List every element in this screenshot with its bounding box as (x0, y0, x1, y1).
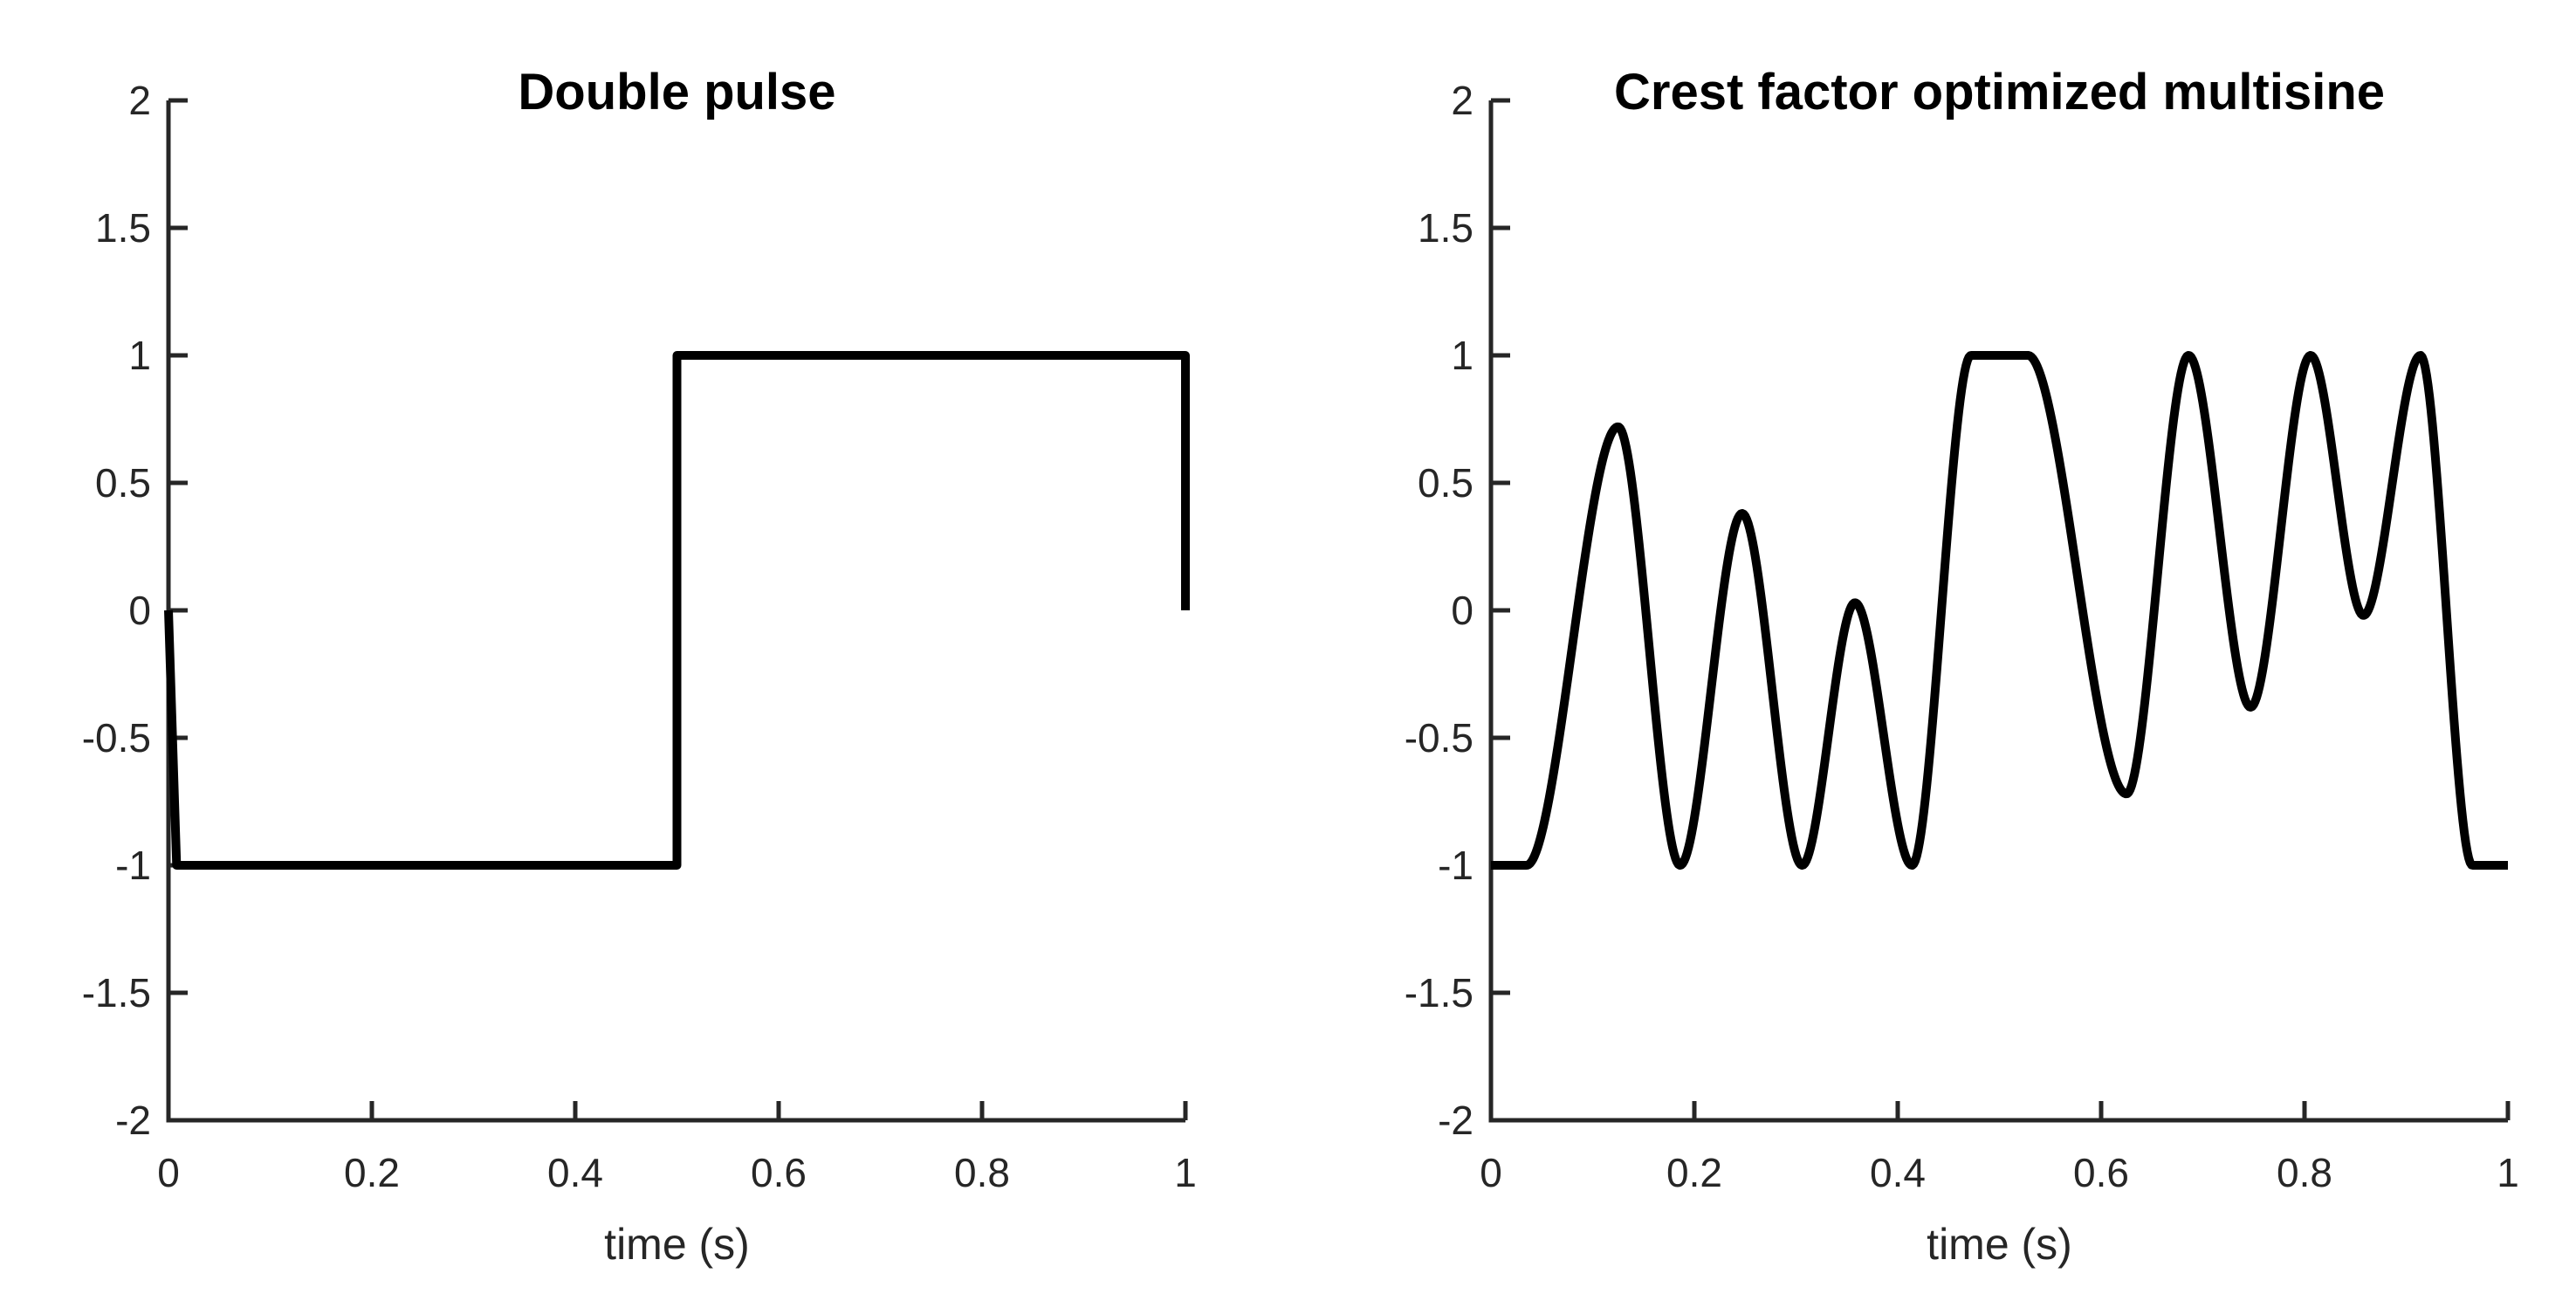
x-tick-label: 1 (2497, 1150, 2519, 1195)
y-tick-label: -1 (1438, 843, 1473, 888)
signal-curve (1487, 351, 2511, 870)
y-tick-label: 1.5 (1418, 205, 1473, 251)
x-tick-label: 0.6 (2073, 1150, 2129, 1195)
x-tick-label: 0.2 (1666, 1150, 1722, 1195)
plot-title-multisine: Crest factor optimized multisine (1613, 64, 2386, 121)
y-tick-label: -1.5 (1405, 970, 1473, 1015)
y-tick-label: -0.5 (1405, 715, 1473, 761)
x-axis-label-double-pulse: time (s) (604, 1220, 750, 1269)
axes-group (1488, 98, 2511, 1123)
tick-labels-group: 0 0.2 0.4 0.6 0.8 1 -2 -1.5 -1 -0.5 0 0.5 1 1.5 2 (1405, 78, 2519, 1195)
y-tick-label: 2 (1451, 78, 1473, 123)
y-tick-label: -2 (1438, 1098, 1473, 1143)
x-tick-label: 0.8 (2277, 1150, 2332, 1195)
axis-spines (1488, 100, 2508, 1123)
y-tick-label: 0.5 (1418, 460, 1473, 506)
y-tick-label: 0 (1451, 588, 1473, 633)
x-tick-label: 0 (1480, 1150, 1502, 1195)
x-axis-label-multisine: time (s) (1927, 1220, 2072, 1269)
x-tick-label: 0.4 (1870, 1150, 1926, 1195)
y-tick-label: 1 (1451, 333, 1473, 378)
